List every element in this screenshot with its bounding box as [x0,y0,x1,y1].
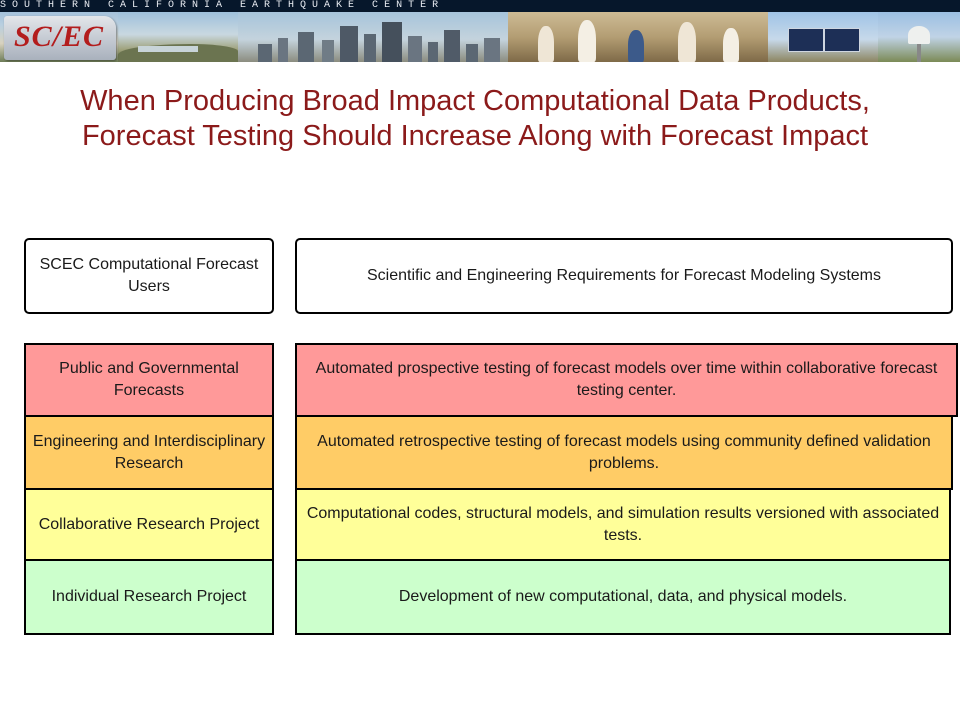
requirements-column-header: Scientific and Engineering Requirements … [295,238,953,314]
gps-station-photo [878,12,960,62]
requirement-tier-collaborative: Computational codes, structural models, … [295,488,951,561]
coastline-photo [118,12,238,62]
solar-panel-photo [768,12,878,62]
requirement-tier-public: Automated prospective testing of forecas… [295,343,958,417]
banner-org-name: S O U T H E R N C A L I F O R N I A E A … [0,0,439,11]
city-skyline-photo [238,12,508,62]
banner-band [0,0,960,12]
field-team-photo [508,12,768,62]
user-tier-collaborative: Collaborative Research Project [24,488,274,561]
user-tier-public: Public and Governmental Forecasts [24,343,274,417]
requirement-tier-individual: Development of new computational, data, … [295,559,951,635]
user-tier-engineering: Engineering and Interdisciplinary Resear… [24,415,274,490]
user-tier-individual: Individual Research Project [24,559,274,635]
slide-title: When Producing Broad Impact Computationa… [80,85,870,152]
logo-text: SC/EC [14,20,105,53]
users-column-header: SCEC Computational Forecast Users [24,238,274,314]
requirement-tier-engineering: Automated retrospective testing of forec… [295,415,953,490]
header-banner: S O U T H E R N C A L I F O R N I A E A … [0,0,960,62]
scec-logo: SC/EC [4,16,116,60]
